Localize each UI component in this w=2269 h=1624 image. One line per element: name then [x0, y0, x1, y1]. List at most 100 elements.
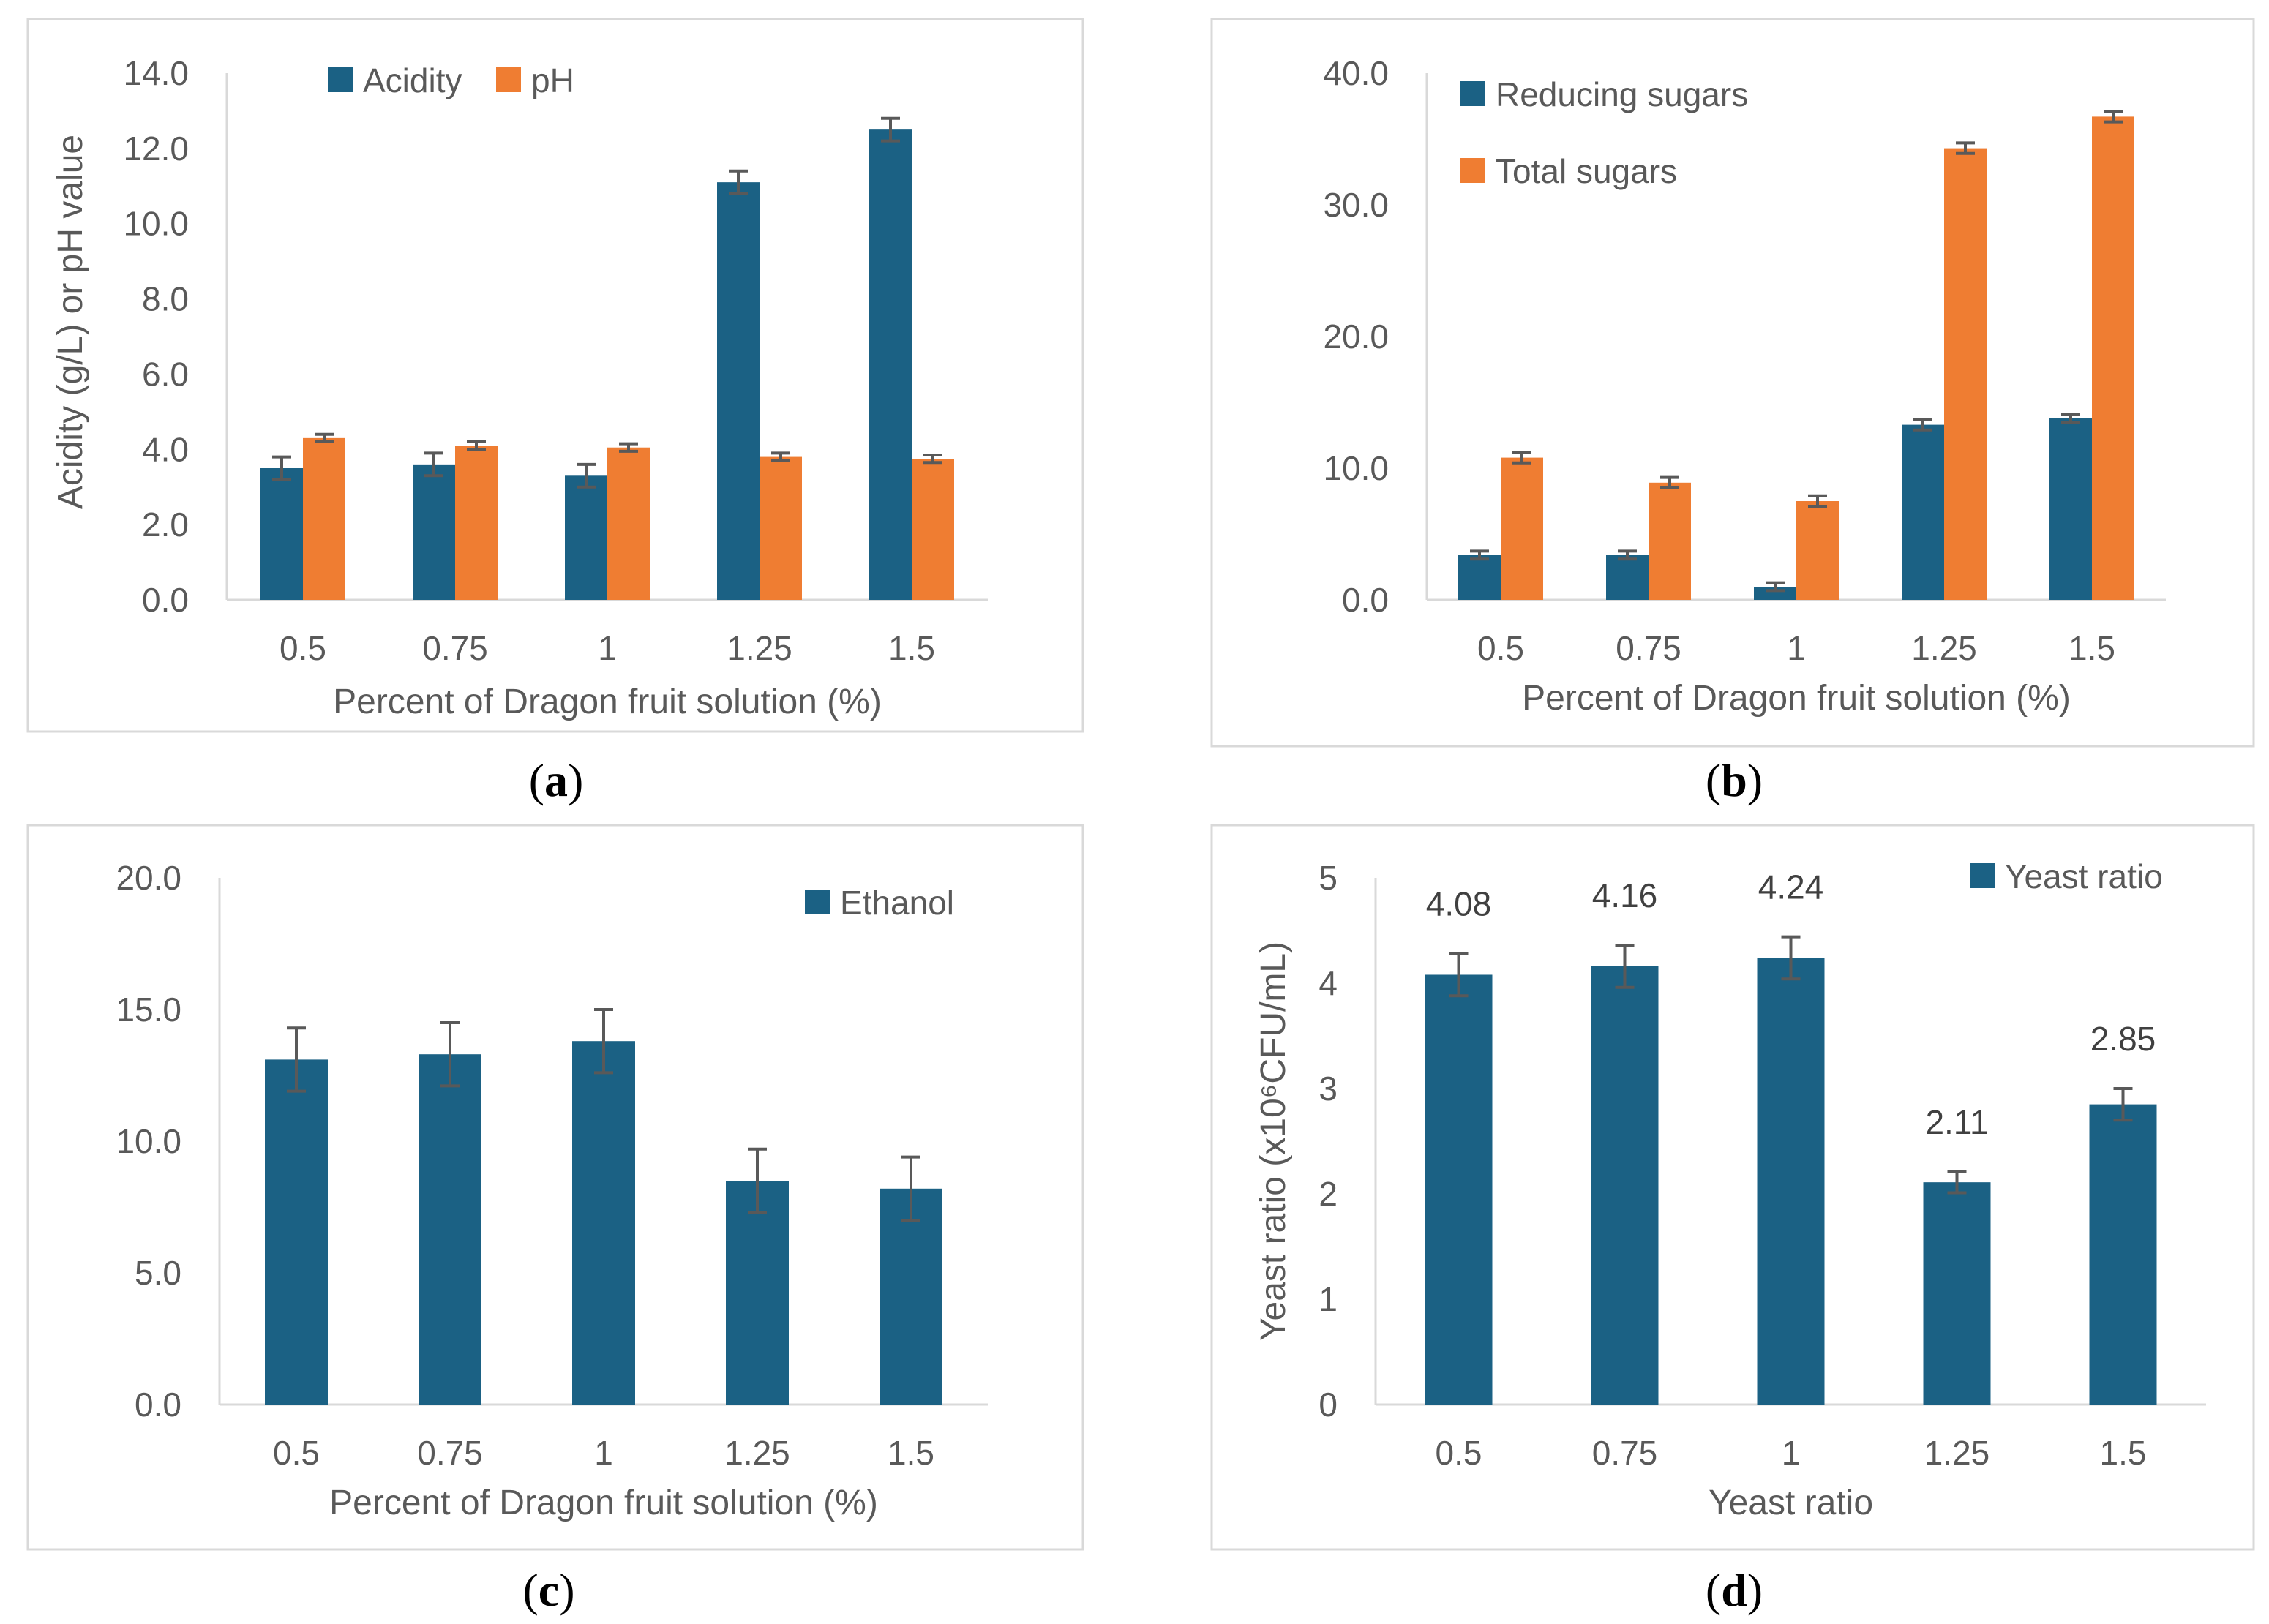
- x-tick-label: 0.75: [417, 1434, 483, 1472]
- legend-swatch: [328, 67, 353, 92]
- bar-ph: [760, 456, 802, 600]
- chart-a: 0.0 2.0 4.0 6.0 8.0 10.0 12.0 14.0 0.5 0.75 1 1.25 1…: [26, 18, 1084, 806]
- chart-b: 0.0 10.0 20.0 30.0 40.0 0.5 0.75 1 1.25 1.5 Reduci…: [1210, 18, 2255, 806]
- bar-ethanol: [419, 1054, 481, 1405]
- panel-caption: (b): [1706, 754, 1763, 806]
- y-tick-label: 20.0: [1323, 317, 1389, 356]
- bar-ph: [607, 447, 650, 600]
- data-label: 4.24: [1758, 868, 1824, 906]
- legend-swatch: [1970, 863, 1995, 888]
- bar-yeast-ratio: [1591, 966, 1659, 1405]
- y-tick-label: 5: [1319, 859, 1338, 897]
- y-tick-label: 15.0: [116, 990, 181, 1029]
- y-tick-label: 6.0: [142, 355, 189, 393]
- legend-label: Ethanol: [840, 884, 954, 922]
- bar-yeast-ratio: [1757, 958, 1825, 1405]
- x-tick-label: 0.5: [1436, 1434, 1482, 1472]
- legend-label: Acidity: [363, 61, 462, 99]
- data-label: 2.85: [2090, 1020, 2156, 1058]
- bar-ethanol: [572, 1041, 635, 1405]
- y-tick-label: 4: [1319, 964, 1338, 1002]
- x-axis-title: Percent of Dragon fruit solution (%): [1522, 679, 2071, 718]
- bar-acidity: [413, 464, 455, 600]
- bar-reducing-sugars: [1458, 555, 1501, 600]
- chart-frame: [1210, 18, 2255, 748]
- y-tick-label: 10.0: [116, 1122, 181, 1160]
- y-tick-label: 5.0: [135, 1254, 181, 1292]
- bar-yeast-ratio: [2089, 1104, 2157, 1405]
- x-tick-label: 1: [594, 1434, 613, 1472]
- bar-ph: [912, 459, 954, 600]
- x-tick-label: 0.5: [273, 1434, 320, 1472]
- bar-reducing-sugars: [2049, 418, 2092, 600]
- legend-swatch: [1460, 158, 1485, 183]
- x-axis-title: Yeast ratio: [1709, 1484, 1873, 1522]
- panel-caption: (d): [1706, 1564, 1763, 1616]
- bar-ethanol: [265, 1059, 328, 1405]
- bar-reducing-sugars: [1754, 587, 1796, 600]
- legend-label: Reducing sugars: [1496, 75, 1748, 113]
- x-tick-label: 1.25: [1911, 629, 1977, 667]
- x-tick-label: 1.5: [888, 1434, 934, 1472]
- legend-swatch: [496, 67, 521, 92]
- x-tick-label: 1.25: [1924, 1434, 1990, 1472]
- legend-swatch: [1460, 81, 1485, 106]
- legend-label: Total sugars: [1496, 152, 1677, 190]
- data-label: 4.08: [1426, 885, 1492, 923]
- y-tick-label: 14.0: [123, 54, 189, 92]
- bar-ethanol: [880, 1188, 942, 1405]
- y-tick-label: 0.0: [135, 1386, 181, 1424]
- panel-caption: (c): [522, 1564, 574, 1616]
- chart-d: 0 1 2 3 4 5 0.5 4.08 0.75 4.16 1 4.24 1.25 2.11 1.5 2.8…: [1210, 824, 2255, 1616]
- x-tick-label: 0.75: [422, 629, 488, 667]
- x-tick-label: 1.5: [2069, 629, 2115, 667]
- x-tick-label: 0.5: [280, 629, 326, 667]
- y-tick-label: 12.0: [123, 129, 189, 168]
- legend-swatch: [805, 890, 830, 914]
- data-label: 4.16: [1592, 876, 1658, 914]
- y-tick-label: 10.0: [123, 205, 189, 243]
- y-tick-label: 10.0: [1323, 449, 1389, 487]
- legend-label: Yeast ratio: [2005, 857, 2163, 895]
- x-axis-title: Percent of Dragon fruit solution (%): [329, 1484, 878, 1522]
- x-tick-label: 1.5: [2100, 1434, 2147, 1472]
- bar-total-sugars: [2092, 116, 2134, 600]
- y-tick-label: 8.0: [142, 280, 189, 318]
- data-label: 2.11: [1925, 1103, 1988, 1141]
- bar-yeast-ratio: [1425, 974, 1493, 1405]
- legend-label: pH: [531, 61, 574, 99]
- y-axis-title: Acidity (g/L) or pH value: [51, 135, 90, 509]
- y-tick-label: 20.0: [116, 859, 181, 897]
- x-tick-label: 0.75: [1592, 1434, 1658, 1472]
- bar-acidity: [717, 182, 760, 601]
- y-axis-title: Yeast ratio (x10⁶CFU/mL): [1254, 941, 1293, 1341]
- panel-caption: (a): [529, 754, 584, 806]
- x-tick-label: 0.75: [1616, 629, 1681, 667]
- bar-acidity: [260, 468, 303, 600]
- bar-ethanol: [726, 1181, 789, 1405]
- bar-yeast-ratio: [1923, 1182, 1991, 1405]
- y-tick-label: 30.0: [1323, 186, 1389, 224]
- bar-total-sugars: [1944, 148, 1987, 601]
- chart-frame: [1210, 824, 2255, 1551]
- y-tick-label: 2.0: [142, 505, 189, 544]
- x-tick-label: 0.5: [1477, 629, 1524, 667]
- y-tick-label: 0.0: [142, 581, 189, 619]
- bar-acidity: [869, 129, 912, 601]
- y-tick-label: 0.0: [1342, 581, 1389, 619]
- bar-reducing-sugars: [1606, 555, 1649, 600]
- y-tick-label: 40.0: [1323, 54, 1389, 92]
- x-tick-label: 1: [1787, 629, 1806, 667]
- y-tick-label: 3: [1319, 1069, 1338, 1108]
- bar-total-sugars: [1796, 501, 1839, 600]
- bar-total-sugars: [1649, 482, 1691, 600]
- bar-reducing-sugars: [1902, 424, 1944, 600]
- y-tick-label: 4.0: [142, 430, 189, 468]
- bar-acidity: [565, 475, 607, 600]
- x-tick-label: 1.25: [724, 1434, 790, 1472]
- x-tick-label: 1.5: [888, 629, 935, 667]
- chart-frame: [26, 824, 1084, 1551]
- chart-c: 0.0 5.0 10.0 15.0 20.0 0.5 0.75 1 1.25 1.5 Ethanol…: [26, 824, 1084, 1616]
- x-tick-label: 1.25: [727, 629, 792, 667]
